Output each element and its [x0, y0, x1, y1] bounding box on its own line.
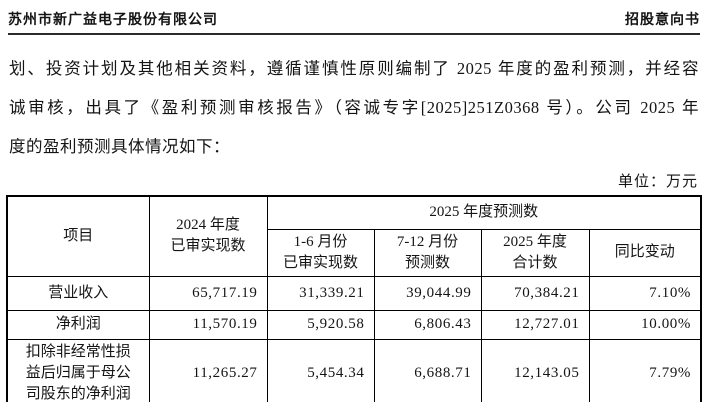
- table-header-row-1: 项目 2024 年度 已审实现数 2025 年度预测数: [6, 195, 702, 277]
- cell-item: 营业收入: [6, 275, 150, 311]
- unit-label: 单位：万元: [617, 174, 698, 190]
- cell-h2-2025: 6,806.43: [373, 309, 482, 340]
- paragraph-line-3: 度的盈利预测具体情况如下：: [9, 137, 230, 156]
- doc-type-label: 招股意向书: [625, 11, 700, 27]
- cell-2025-total: 70,384.21: [480, 275, 590, 311]
- cell-h1-2025: 5,454.34: [266, 338, 375, 402]
- cell-h2-2025: 6,688.71: [373, 338, 482, 402]
- cell-yoy: 10.00%: [588, 309, 702, 340]
- paragraph-line-2: 诚审核，出具了《盈利预测审核报告》（容诚专字[2025]251Z0368 号）。…: [9, 98, 699, 117]
- table-row-revenue: 营业收入 65,717.19 31,339.21 39,044.99 70,38…: [6, 275, 702, 311]
- cell-item: 扣除非经常性损 益后归属于母公 司股东的净利润: [6, 338, 150, 402]
- paragraph-line-1: 划、投资计划及其他相关资料，遵循谨慎性原则编制了 2025 年度的盈利预测，并经…: [9, 59, 699, 78]
- header-2025-total: 2025 年度 合计数: [480, 228, 590, 277]
- header-yoy-change: 同比变动: [588, 228, 702, 277]
- company-name: 苏州市新广益电子股份有限公司: [8, 11, 218, 27]
- header-divider: [8, 33, 700, 35]
- table-row-net-profit: 净利润 11,570.19 5,920.58 6,806.43 12,727.0…: [6, 309, 702, 340]
- header-2025-forecast-group: 2025 年度预测数: [266, 195, 702, 230]
- body-paragraph: 划、投资计划及其他相关资料，遵循谨慎性原则编制了 2025 年度的盈利预测，并经…: [9, 49, 699, 166]
- cell-h2-2025: 39,044.99: [373, 275, 482, 311]
- cell-h1-2025: 31,339.21: [266, 275, 375, 311]
- header-2024-actual: 2024 年度 已审实现数: [148, 195, 268, 277]
- cell-h1-2025: 5,920.58: [266, 309, 375, 340]
- cell-2025-total: 12,727.01: [480, 309, 590, 340]
- table-row-net-profit-excl-nonrecurring: 扣除非经常性损 益后归属于母公 司股东的净利润 11,265.27 5,454.…: [6, 338, 702, 402]
- header-h1-2025-actual: 1-6 月份 已审实现数: [266, 228, 375, 277]
- page-header: 苏州市新广益电子股份有限公司 招股意向书: [0, 0, 708, 29]
- header-item: 项目: [6, 195, 150, 277]
- cell-item: 净利润: [6, 309, 150, 340]
- cell-2025-total: 12,143.05: [480, 338, 590, 402]
- profit-forecast-table: 项目 2024 年度 已审实现数 2025 年度预测数 1-6 月份 已审实现数…: [6, 195, 703, 402]
- table-header-row-2: 1-6 月份 已审实现数 7-12 月份 预测数 2025 年度 合计数 同比变…: [7, 228, 702, 277]
- cell-2024-actual: 11,570.19: [148, 309, 268, 340]
- cell-2024-actual: 65,717.19: [148, 275, 268, 311]
- cell-yoy: 7.79%: [588, 338, 702, 402]
- header-h2-2025-forecast: 7-12 月份 预测数: [373, 228, 482, 277]
- cell-2024-actual: 11,265.27: [148, 338, 268, 402]
- cell-yoy: 7.10%: [588, 275, 702, 311]
